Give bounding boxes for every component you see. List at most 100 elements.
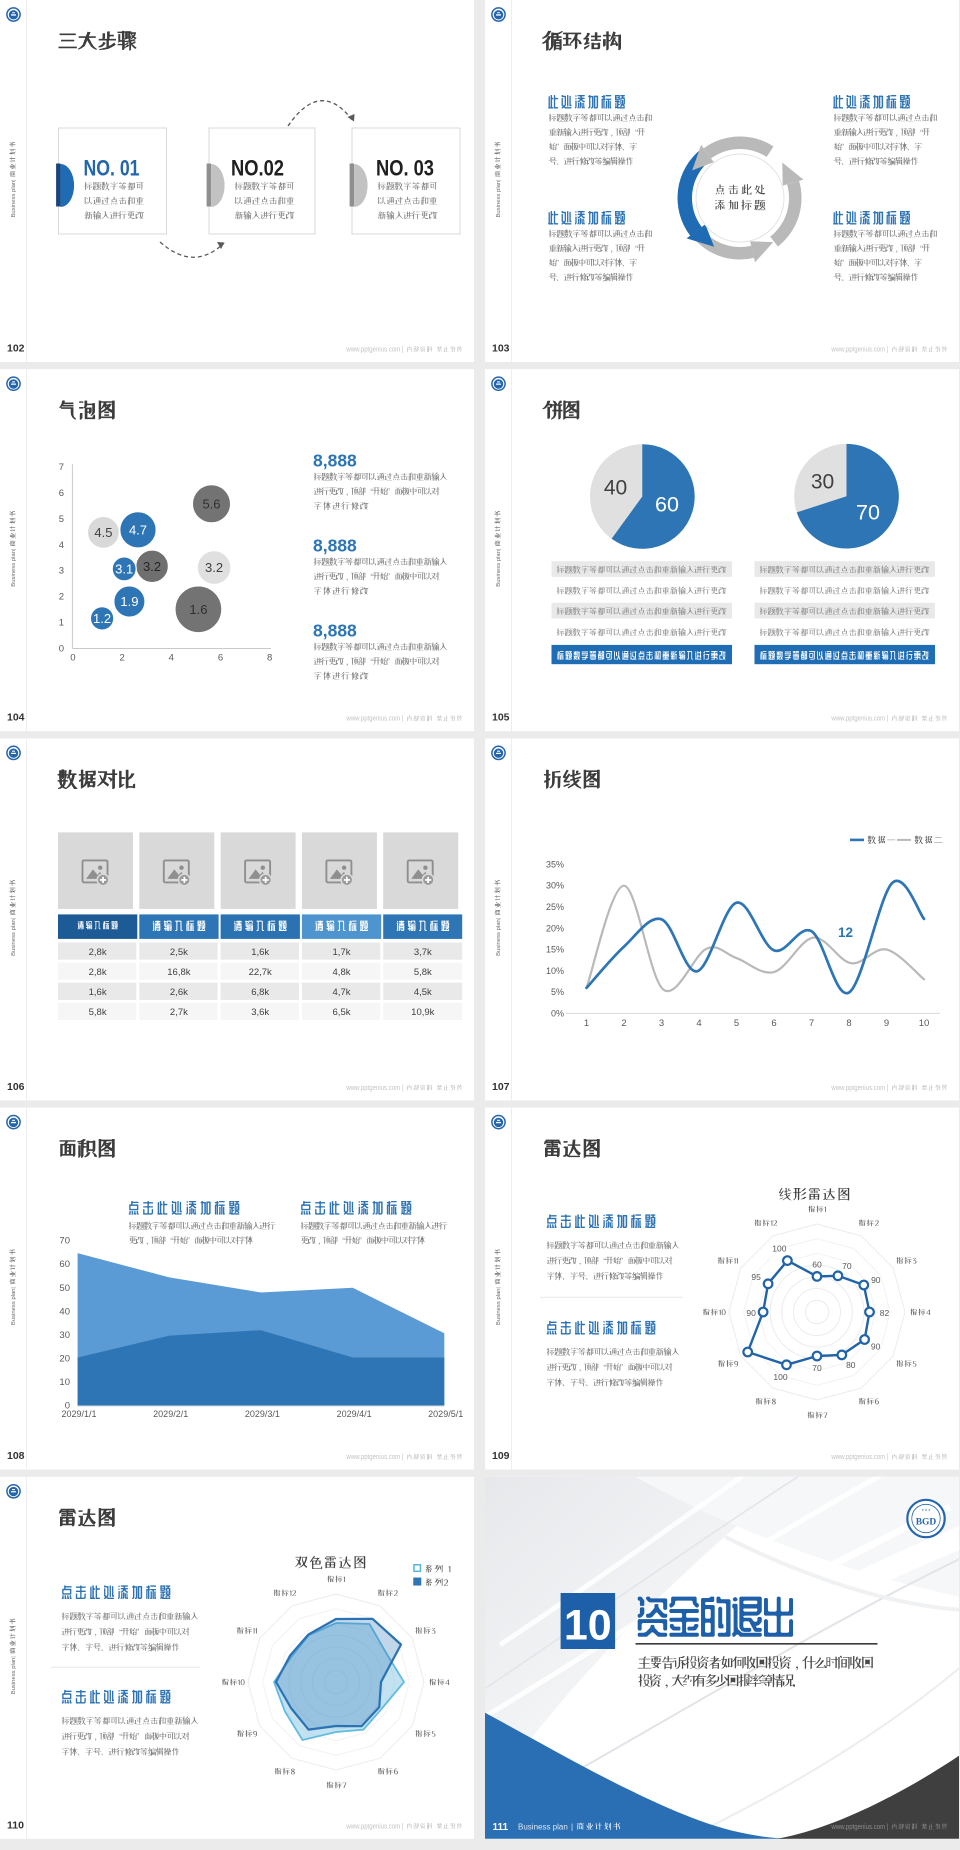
svg-text:Business plan: Business plan [11,919,17,956]
svg-text:70: 70 [812,1363,822,1373]
svg-text:1,6k: 1,6k [251,947,269,958]
svg-text:20%: 20% [546,923,564,933]
svg-text:109: 109 [492,1450,510,1462]
svg-text:5%: 5% [551,987,564,997]
svg-text:70: 70 [842,1261,852,1271]
svg-text:1.9: 1.9 [120,594,138,609]
svg-text:108: 108 [7,1450,25,1462]
svg-text:2,6k: 2,6k [170,987,188,998]
svg-text:www.pptgenius.com |: www.pptgenius.com | [831,1822,889,1831]
svg-text:0%: 0% [551,1008,564,1018]
svg-text:0: 0 [59,644,64,655]
svg-text:60: 60 [655,493,679,517]
svg-text:6: 6 [218,653,223,664]
svg-text:100: 100 [773,1372,787,1382]
svg-text:6: 6 [59,488,64,499]
svg-text:103: 103 [492,343,510,355]
svg-text:2: 2 [621,1018,626,1029]
svg-text:95: 95 [751,1272,761,1282]
svg-text:8,888: 8,888 [313,621,357,641]
svg-text:106: 106 [7,1081,25,1093]
svg-text:www.pptgenius.com |: www.pptgenius.com | [831,345,889,354]
svg-text:3,6k: 3,6k [251,1007,269,1018]
svg-text:7: 7 [809,1018,814,1029]
svg-text:12: 12 [838,925,853,940]
svg-text:90: 90 [871,1275,881,1285]
svg-text:20: 20 [59,1354,70,1365]
svg-text:3.2: 3.2 [143,559,161,574]
svg-text:|: | [496,549,502,551]
svg-text:Business plan: Business plan [11,550,17,587]
svg-text:www.pptgenius.com |: www.pptgenius.com | [831,1452,889,1461]
svg-text:Business plan: Business plan [496,1288,502,1325]
svg-text:90: 90 [871,1342,881,1352]
svg-text:5,8k: 5,8k [89,1007,107,1018]
svg-text:8,888: 8,888 [313,536,357,556]
svg-text:3,7k: 3,7k [414,947,432,958]
svg-text:70: 70 [856,501,880,525]
svg-text:www.pptgenius.com |: www.pptgenius.com | [346,714,404,723]
svg-text:www.pptgenius.com |: www.pptgenius.com | [831,714,889,723]
svg-text:2029/2/1: 2029/2/1 [153,1409,188,1419]
svg-text:BGD: BGD [916,1518,937,1528]
svg-text:1,7k: 1,7k [333,947,351,958]
svg-text:15%: 15% [546,945,564,955]
svg-text:10,9k: 10,9k [411,1007,434,1018]
svg-text:4: 4 [59,540,64,551]
svg-text:90: 90 [746,1308,756,1318]
svg-text:Business plan: Business plan [496,550,502,587]
svg-text:30: 30 [59,1330,70,1341]
svg-text:22,7k: 22,7k [249,967,272,978]
svg-text:1: 1 [59,618,64,629]
svg-text:1,6k: 1,6k [89,987,107,998]
svg-text:40: 40 [59,1306,70,1317]
svg-text:4: 4 [169,653,174,664]
svg-text:50: 50 [59,1283,70,1294]
svg-text:|: | [496,918,502,920]
svg-text:2,8k: 2,8k [89,947,107,958]
svg-text:5,8k: 5,8k [414,967,432,978]
svg-text:10: 10 [59,1377,70,1388]
svg-text:www.pptgenius.com |: www.pptgenius.com | [831,1083,889,1092]
svg-text:16,8k: 16,8k [167,967,190,978]
svg-text:0: 0 [65,1401,70,1412]
svg-text:www.pptgenius.com |: www.pptgenius.com | [346,1083,404,1092]
svg-text:3: 3 [59,566,64,577]
svg-text:6: 6 [771,1018,776,1029]
svg-text:4,8k: 4,8k [333,967,351,978]
svg-text:70: 70 [59,1236,70,1247]
svg-text:102: 102 [7,343,25,355]
svg-text:5: 5 [734,1018,739,1029]
svg-text:|: | [11,1287,17,1289]
svg-text:* * *: * * * [922,1509,931,1515]
svg-text:40: 40 [604,477,627,500]
svg-text:Business plan: Business plan [518,1822,568,1831]
svg-text:82: 82 [880,1308,890,1318]
svg-text:2029/4/1: 2029/4/1 [337,1409,372,1419]
svg-text:8,888: 8,888 [313,451,357,471]
svg-text:|: | [496,179,502,181]
svg-text:|: | [11,918,17,920]
svg-text:0: 0 [70,653,75,664]
svg-text:Business plan: Business plan [496,919,502,956]
svg-text:100: 100 [772,1244,786,1254]
svg-text:3.2: 3.2 [205,560,223,575]
svg-text:25%: 25% [546,902,564,912]
svg-text:Business plan: Business plan [496,181,502,218]
svg-text:110: 110 [7,1819,24,1831]
svg-text:4: 4 [696,1018,701,1029]
svg-text:5.6: 5.6 [202,496,220,511]
svg-text:Business plan: Business plan [11,1658,17,1695]
svg-text:10: 10 [564,1601,612,1649]
svg-text:1.2: 1.2 [93,611,111,626]
svg-text:2,7k: 2,7k [170,1007,188,1018]
svg-text:6,5k: 6,5k [333,1007,351,1018]
svg-text:60: 60 [812,1259,822,1269]
svg-text:2029/1/1: 2029/1/1 [61,1409,96,1419]
svg-text:7: 7 [59,462,64,473]
svg-text:4,5k: 4,5k [414,987,432,998]
svg-text:NO. 01: NO. 01 [84,156,140,181]
svg-text:|: | [11,1656,17,1658]
svg-text:10: 10 [919,1018,930,1029]
svg-text:4,7k: 4,7k [333,987,351,998]
